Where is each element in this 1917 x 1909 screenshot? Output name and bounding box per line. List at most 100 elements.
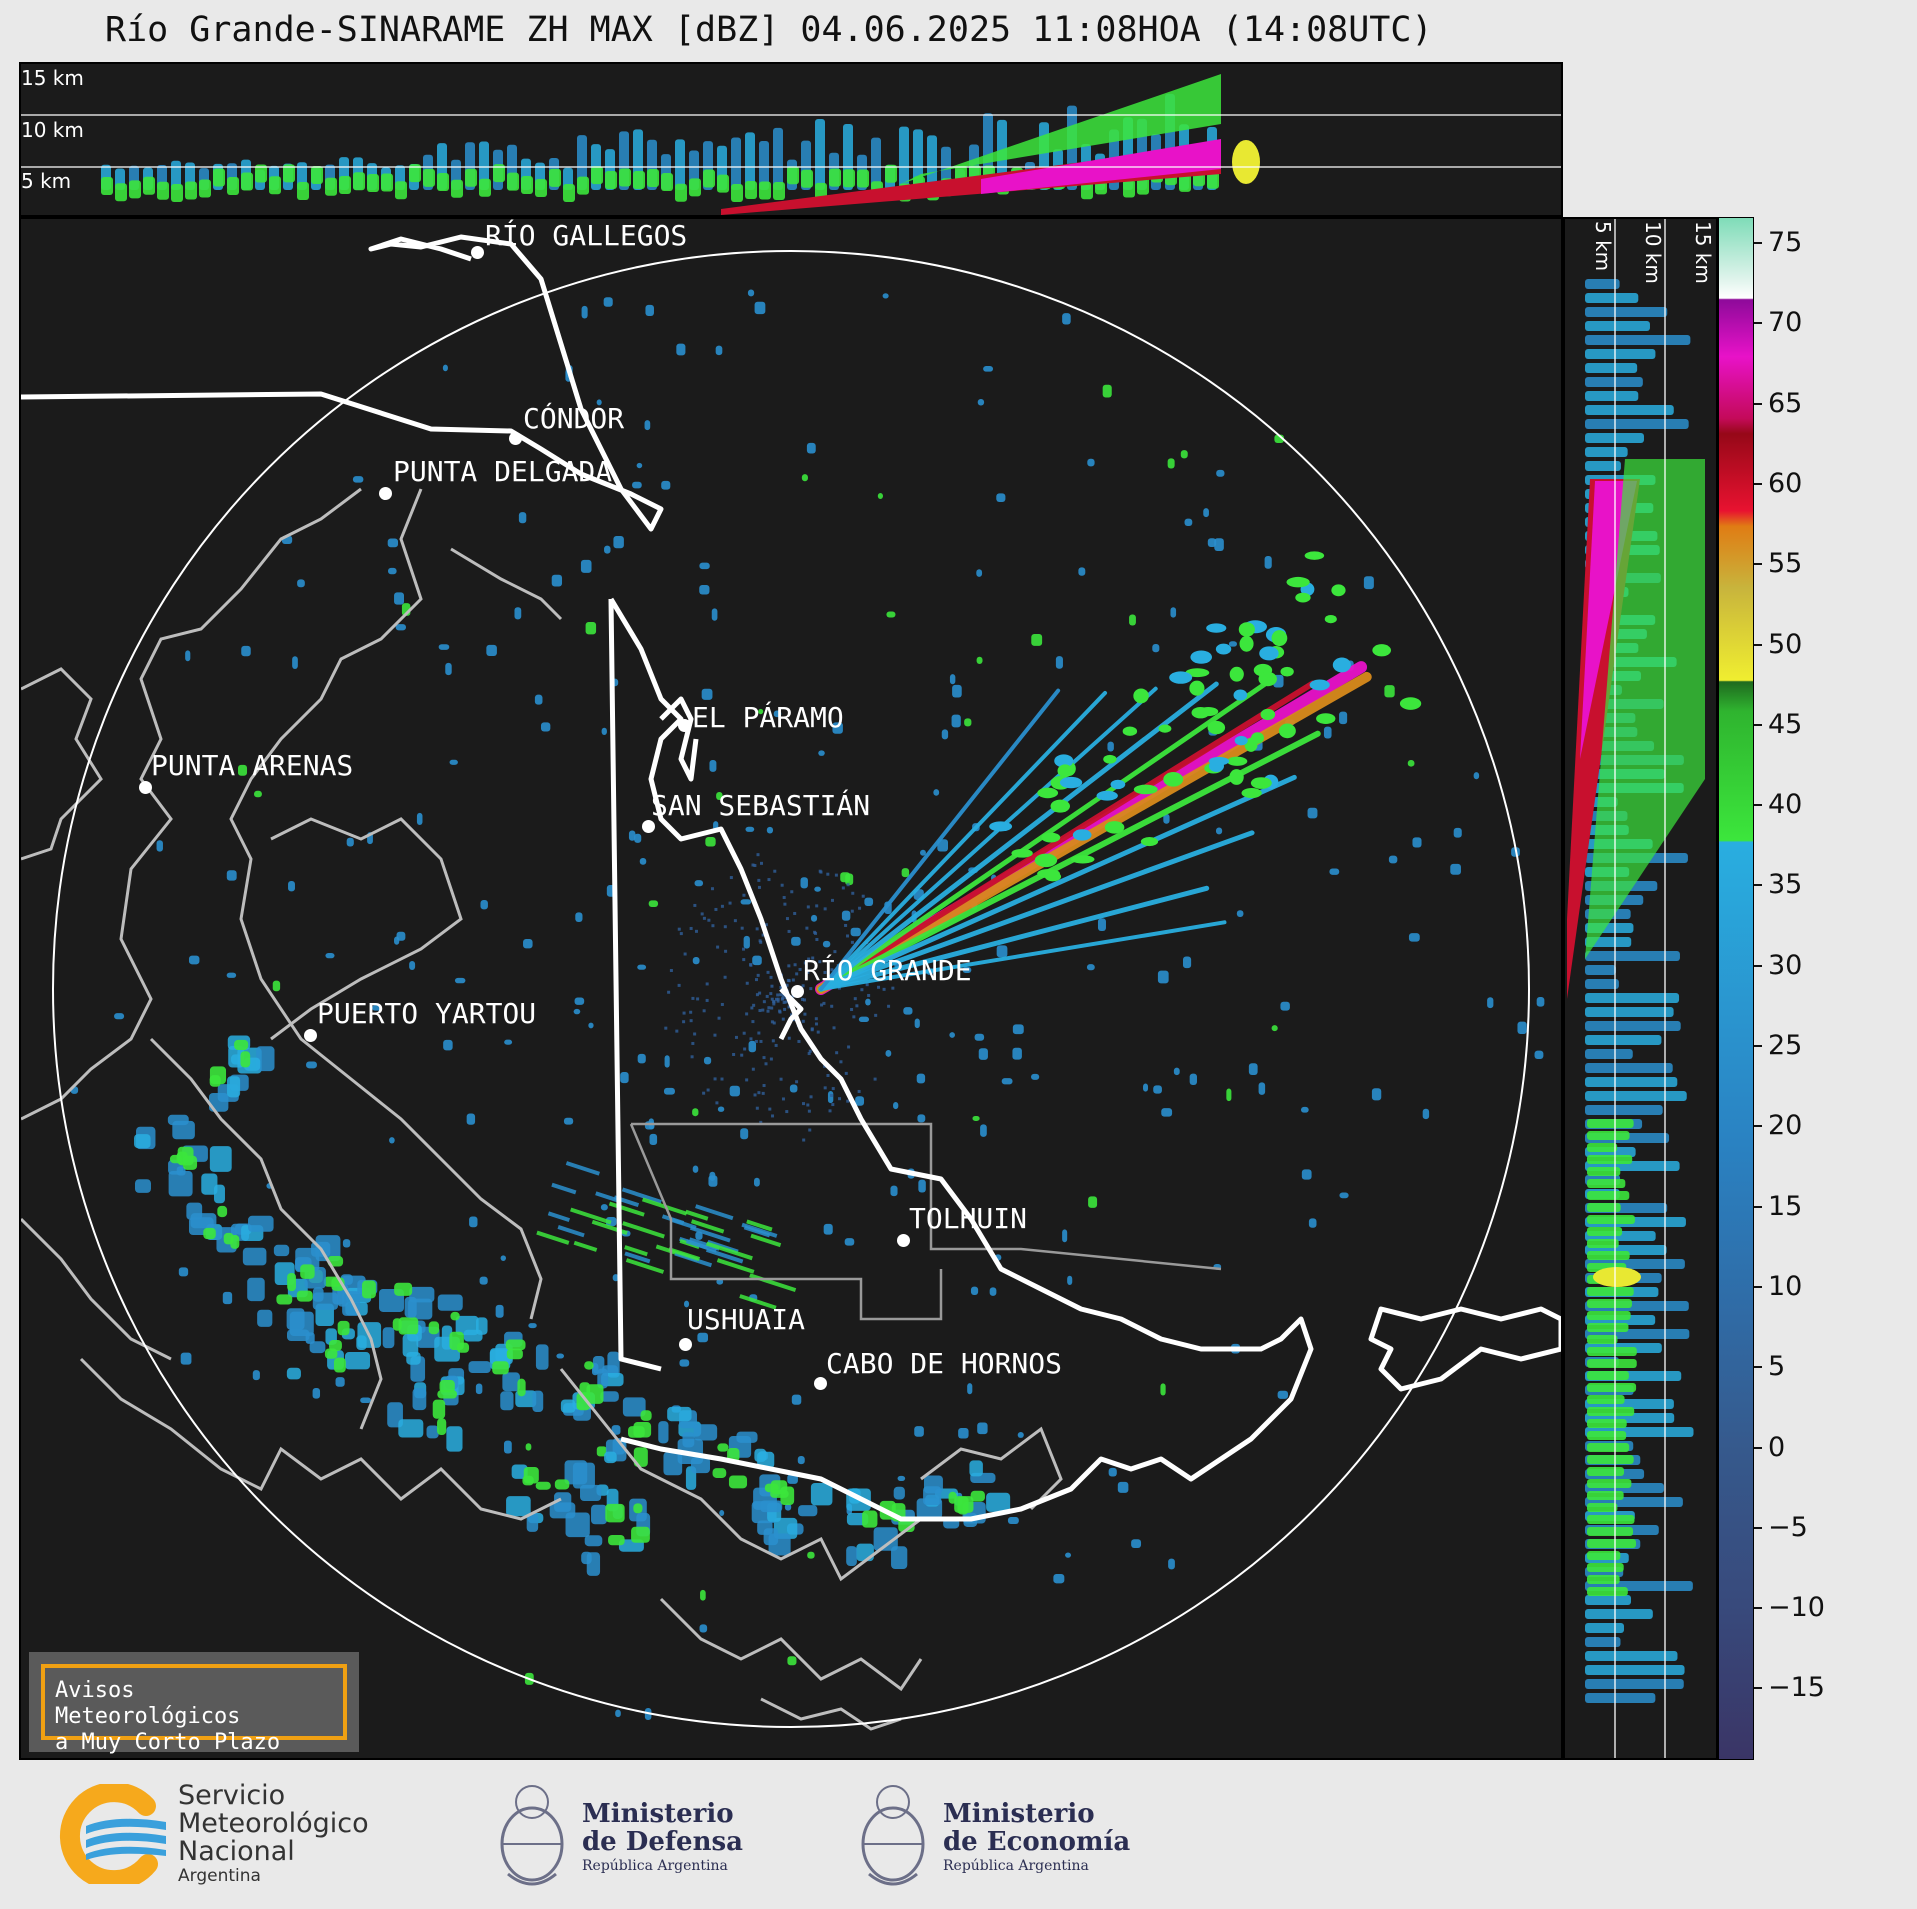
radar-echo: [996, 493, 1006, 502]
radar-echo: [762, 1056, 766, 1060]
radar-echo: [818, 681, 1219, 992]
radar-echo: [560, 1399, 576, 1413]
radar-echo: [1017, 1432, 1024, 1438]
radar-echo: [577, 135, 587, 190]
radar-echo: [753, 864, 757, 868]
radar-echo: [172, 1120, 195, 1140]
radar-echo: [514, 607, 522, 620]
city-label-puerto-yartou: PUERTO YARTOU: [317, 997, 537, 1030]
radar-echo: [1587, 1527, 1634, 1536]
radar-echo: [570, 1207, 612, 1225]
radar-echo: [591, 1504, 607, 1525]
radar-echo: [342, 1239, 351, 1248]
coastline-west: [21, 667, 103, 861]
radar-echo: [1585, 307, 1668, 317]
radar-echo: [563, 183, 575, 202]
radar-echo: [247, 1277, 265, 1302]
radar-echo: [976, 569, 983, 577]
radar-echo: [1587, 1299, 1632, 1308]
radar-echo: [1260, 708, 1276, 721]
radar-echo: [495, 1304, 504, 1318]
radar-echo: [554, 1479, 570, 1490]
radar-echo: [787, 964, 791, 968]
radar-echo: [677, 983, 681, 987]
radar-echo: [554, 1492, 572, 1512]
radar-echo: [867, 993, 871, 997]
radar-echo: [1182, 956, 1192, 969]
radar-echo: [807, 1551, 815, 1559]
radar-echo: [450, 1311, 460, 1321]
radar-echo: [874, 1013, 878, 1017]
radar-echo: [815, 118, 825, 190]
city-label-san-sebastian: SAN SEBASTIÁN: [651, 789, 871, 822]
warning-box-frame[interactable]: Avisos Meteorológicos a Muy Corto Plazo: [41, 1664, 347, 1755]
radar-echo: [916, 1073, 926, 1084]
city-label-rio-grande: RÍO GRANDE: [803, 954, 972, 987]
radar-echo: [339, 176, 351, 195]
radar-echo: [1587, 1179, 1626, 1188]
radar-echo: [622, 1221, 665, 1239]
radar-echo: [679, 1359, 690, 1367]
radar-echo: [890, 1185, 898, 1197]
radar-echo: [724, 949, 728, 953]
radar-echo: [607, 1351, 620, 1378]
radar-echo: [615, 1709, 621, 1718]
radar-echo: [785, 1110, 789, 1114]
radar-echo: [679, 932, 683, 936]
radar-echo: [1104, 821, 1125, 834]
radar-echo: [850, 909, 854, 913]
radar-echo: [717, 1106, 725, 1112]
radar-echo: [1241, 787, 1262, 799]
radar-echo: [1587, 1215, 1635, 1224]
radar-echo: [685, 1209, 709, 1221]
radar-echo: [565, 1512, 590, 1538]
radar-echo: [757, 1091, 761, 1095]
radar-echo: [565, 1161, 600, 1176]
radar-echo: [1316, 713, 1336, 724]
radar-echo: [745, 181, 757, 200]
radar-echo: [754, 301, 766, 315]
radar-echo: [702, 916, 706, 920]
radar-echo: [809, 1095, 813, 1099]
radar-echo: [759, 181, 771, 200]
radar-echo: [757, 885, 761, 889]
radar-echo: [169, 1154, 183, 1164]
radar-echo: [223, 1232, 234, 1245]
coast-bahia-san-sebastian: [659, 696, 699, 782]
radar-echo: [633, 1503, 643, 1514]
radar-echo: [693, 1032, 697, 1036]
radar-echo: [1587, 1503, 1618, 1512]
radar-echo: [1229, 666, 1244, 682]
radar-echo: [432, 1399, 446, 1419]
smn-logo-line-1: Servicio: [178, 1780, 286, 1811]
radar-echo: [702, 1009, 706, 1013]
radar-echo: [437, 1294, 463, 1311]
radar-echo: [754, 978, 758, 982]
radar-echo: [786, 978, 790, 982]
radar-echo: [536, 1230, 570, 1245]
city-label-tolhuin: TOLHUIN: [909, 1202, 1028, 1235]
radar-echo: [588, 1022, 594, 1029]
radar-echo: [986, 1492, 1011, 1512]
radar-echo: [1034, 853, 1058, 868]
radar-echo: [661, 480, 671, 490]
radar-echo: [551, 1182, 577, 1195]
radar-echo: [1168, 1558, 1175, 1570]
radar-echo: [1103, 754, 1117, 764]
radar-echo: [287, 1272, 296, 1292]
radar-echo: [1324, 614, 1337, 624]
city-marker-san-sebastian: [642, 820, 655, 833]
warning-box[interactable]: Avisos Meteorológicos a Muy Corto Plazo: [29, 1652, 359, 1755]
radar-echo: [952, 684, 962, 698]
radar-echo: [1587, 1251, 1630, 1260]
colorbar-tick-mark: [1754, 723, 1762, 726]
colorbar-tick-label: −15: [1768, 1672, 1825, 1704]
colorbar-tick-mark: [1754, 1446, 1762, 1449]
radar-echo: [1286, 576, 1310, 588]
radar-echo: [780, 997, 784, 1001]
radar-echo: [941, 729, 949, 740]
radar-echo: [1587, 1491, 1624, 1500]
radar-echo: [1585, 391, 1639, 401]
radar-echo: [857, 1089, 861, 1093]
radar-echo: [241, 172, 253, 191]
